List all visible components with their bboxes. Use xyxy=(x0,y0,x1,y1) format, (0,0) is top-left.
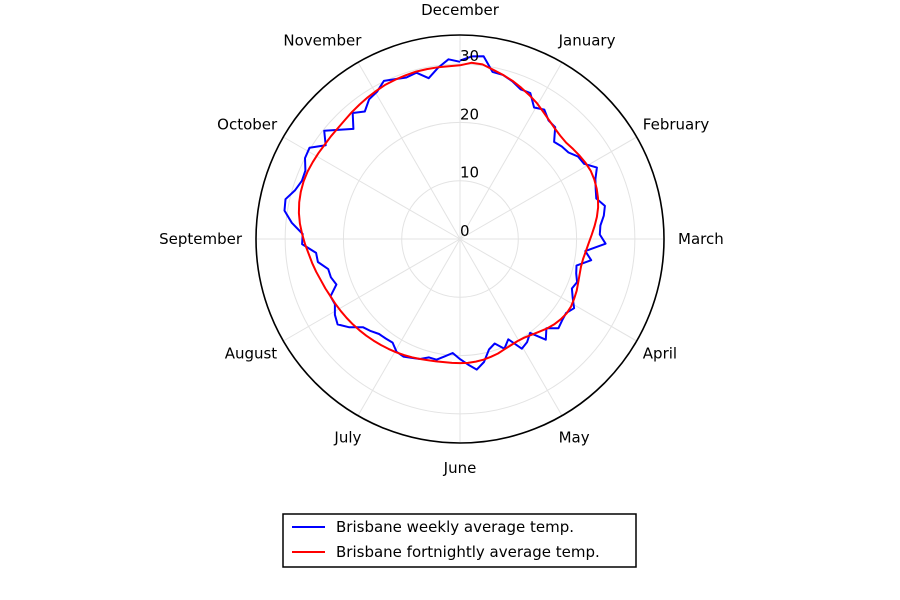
legend-label-weekly: Brisbane weekly average temp. xyxy=(336,518,574,536)
angular-label-march: March xyxy=(678,230,724,248)
radial-tick-label: 10 xyxy=(460,164,479,182)
angular-gridline xyxy=(459,62,563,240)
angular-label-july: July xyxy=(333,428,361,446)
angular-gridline xyxy=(283,136,461,240)
angular-gridline xyxy=(459,238,563,416)
legend-box xyxy=(282,513,637,568)
polar-grid xyxy=(255,34,665,444)
radial-tick-label: 30 xyxy=(460,47,479,65)
radial-tick-label: 20 xyxy=(460,105,479,123)
legend-label-fortnightly: Brisbane fortnightly average temp. xyxy=(336,543,600,561)
radial-tick-label: 0 xyxy=(460,222,470,240)
angular-label-april: April xyxy=(643,345,677,363)
radial-gridline xyxy=(401,180,519,298)
angular-label-february: February xyxy=(643,116,710,134)
angular-gridline xyxy=(357,62,461,240)
angular-label-january: January xyxy=(558,32,616,50)
angular-label-october: October xyxy=(217,116,278,134)
series-line-fortnightly xyxy=(297,61,600,365)
angular-gridline xyxy=(283,238,461,342)
angular-label-june: June xyxy=(443,459,477,477)
radial-tick-labels: 0 10 20 30 xyxy=(460,47,479,240)
series-line-weekly xyxy=(283,55,607,371)
angular-label-may: May xyxy=(559,428,590,446)
angular-label-august: August xyxy=(225,345,278,363)
angular-labels: December January February March April May June… xyxy=(159,1,724,477)
angular-label-december: December xyxy=(421,1,500,19)
series-layer xyxy=(283,55,607,371)
angular-label-november: November xyxy=(283,32,362,50)
polar-frame xyxy=(255,34,665,444)
angular-gridline xyxy=(459,238,637,342)
radial-gridline xyxy=(284,63,636,415)
radial-gridline xyxy=(342,121,578,357)
angular-label-september: September xyxy=(159,230,243,248)
angular-gridline xyxy=(357,238,461,416)
angular-gridline xyxy=(459,136,637,240)
legend: Brisbane weekly average temp. Brisbane f… xyxy=(282,513,637,568)
